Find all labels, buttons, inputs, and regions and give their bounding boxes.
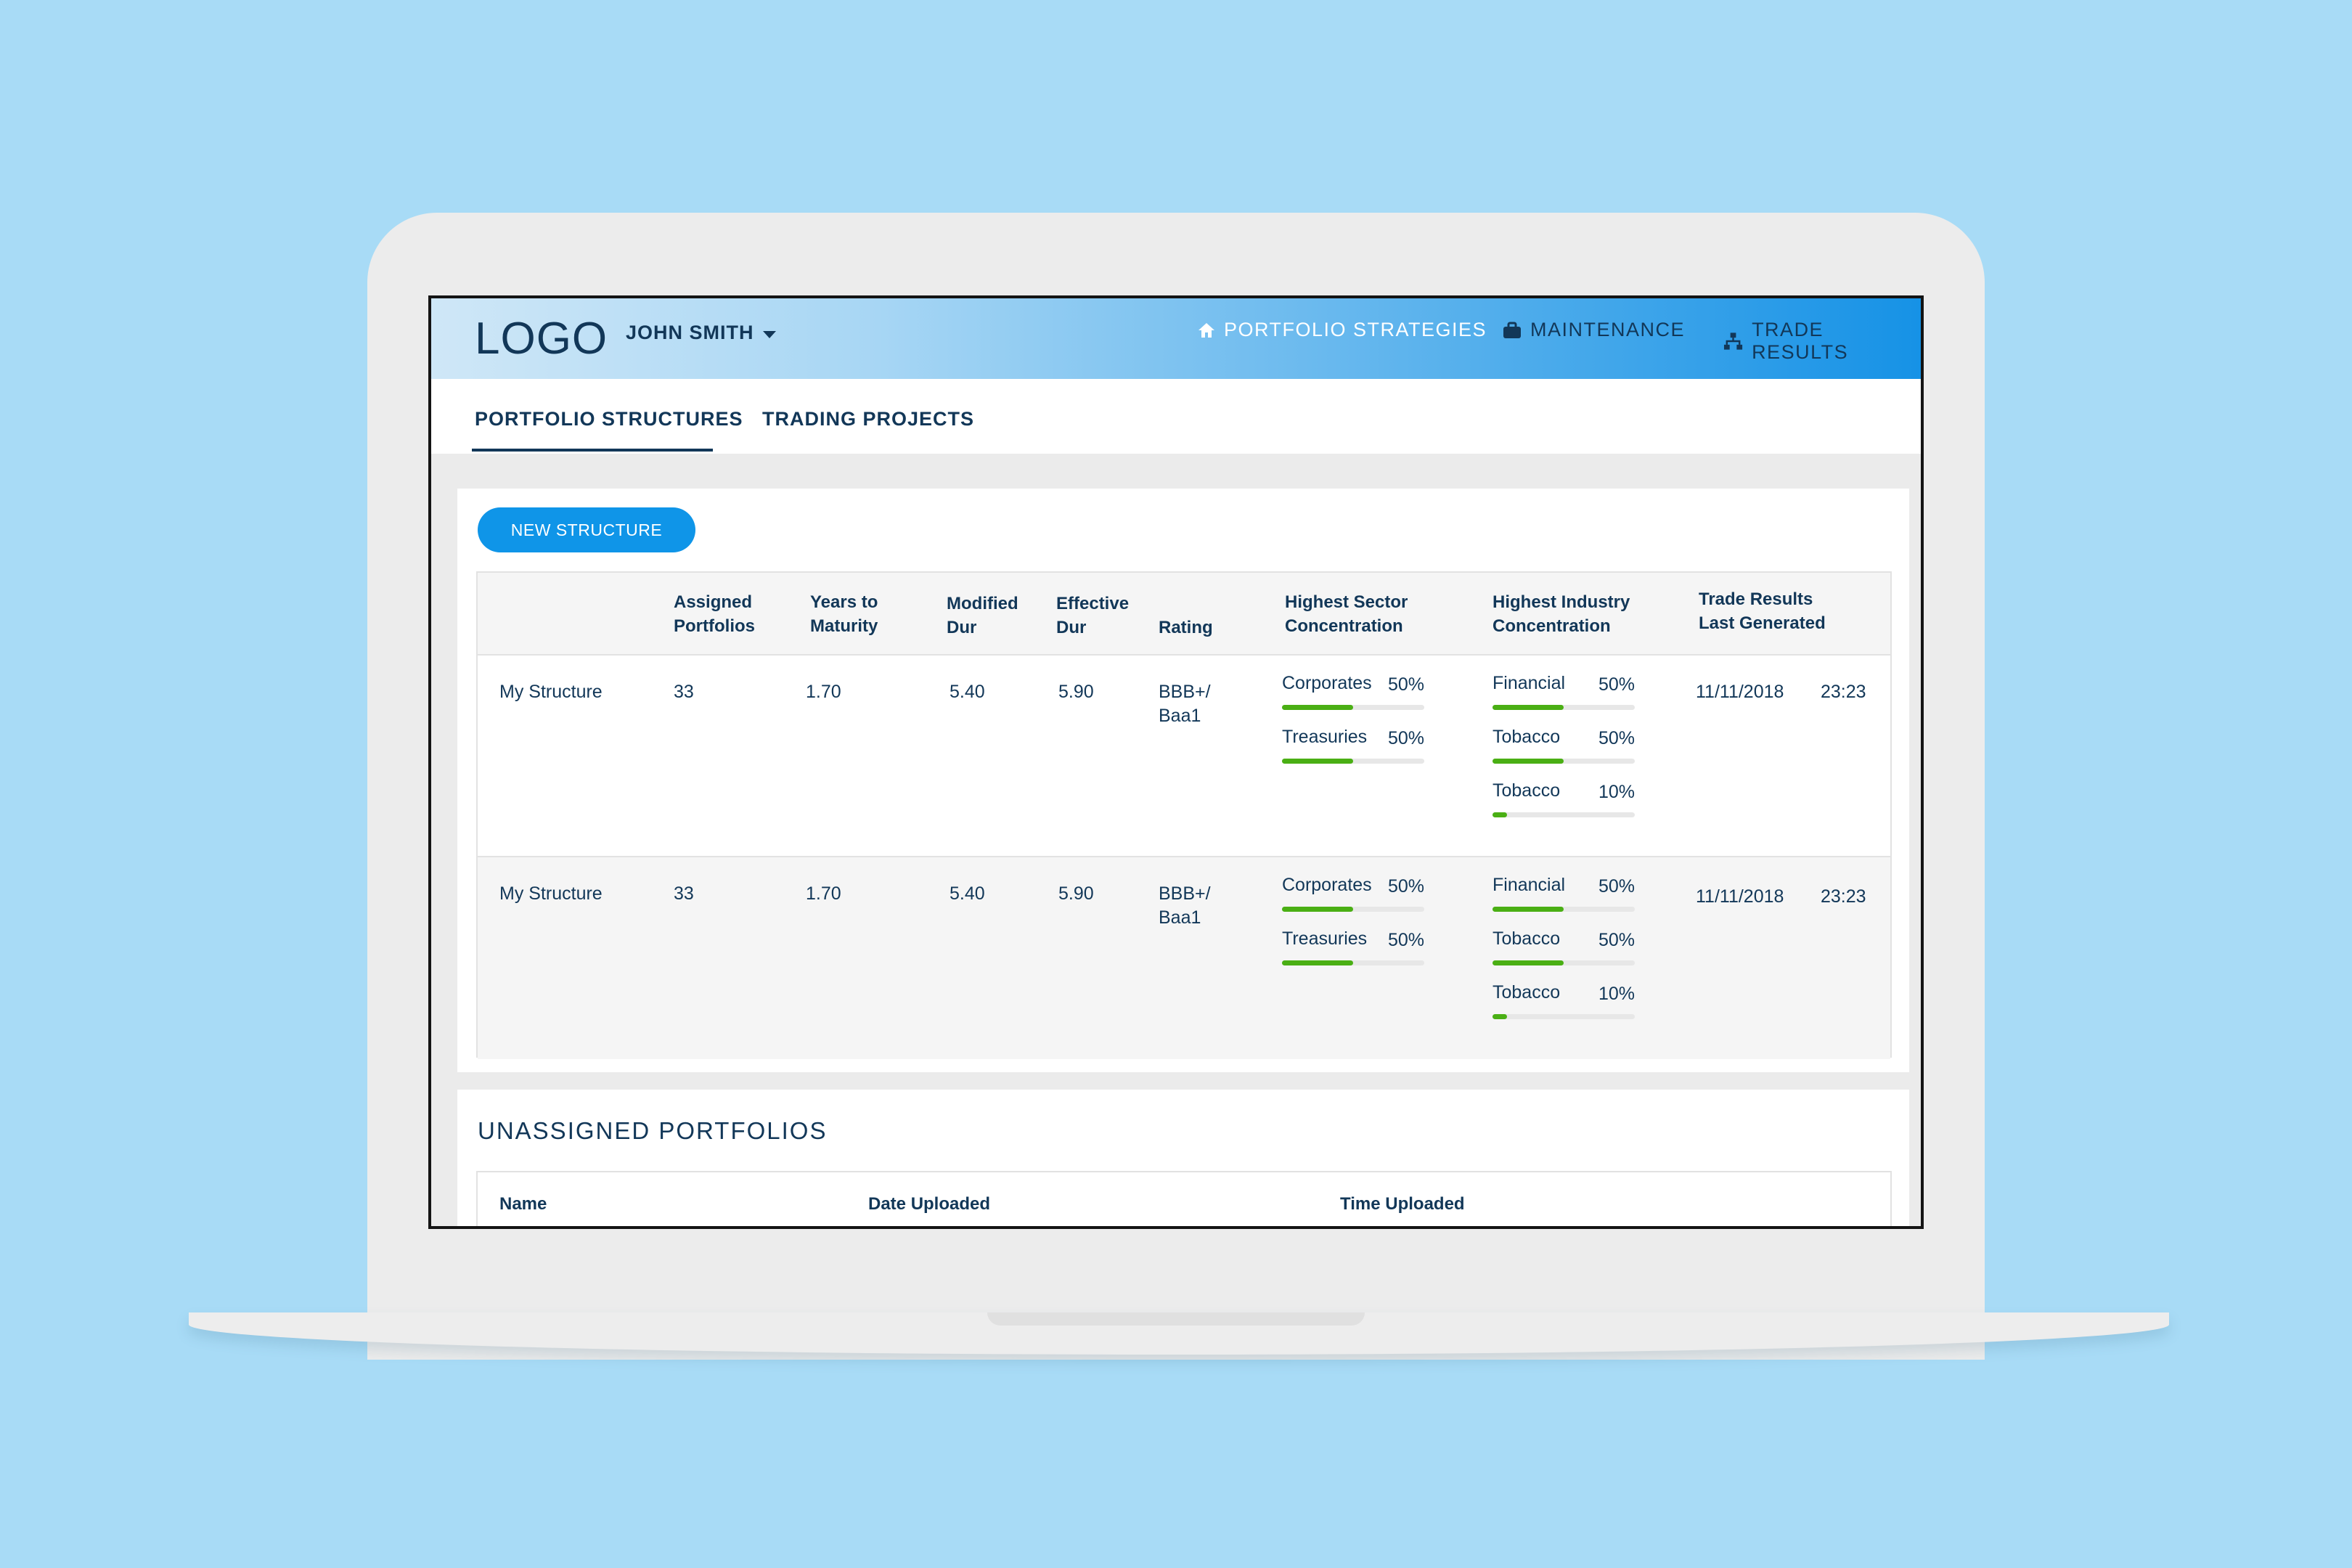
tab-trading-projects[interactable]: TRADING PROJECTS xyxy=(762,408,975,430)
meter-percent: 10% xyxy=(1598,782,1635,802)
table-row[interactable]: My Structure 33 1.70 5.40 5.90 BBB+/Baa1… xyxy=(478,656,1890,857)
structure-name[interactable]: My Structure xyxy=(499,883,603,904)
column-header-rating[interactable]: Rating xyxy=(1159,618,1213,637)
caret-down-icon xyxy=(762,330,776,338)
meter-track xyxy=(1282,907,1424,912)
meter-track xyxy=(1493,705,1635,710)
meter-fill xyxy=(1493,812,1507,817)
meter-label: Corporates xyxy=(1282,673,1372,693)
effective-duration: 5.90 xyxy=(1058,883,1094,904)
meter-percent: 50% xyxy=(1598,728,1635,748)
user-name: JOHN SMITH xyxy=(626,322,754,343)
meter-track xyxy=(1282,960,1424,965)
meter-track xyxy=(1493,812,1635,817)
meter-label: Tobacco xyxy=(1493,727,1561,747)
active-tab-indicator xyxy=(472,449,713,452)
new-structure-button[interactable]: NEW STRUCTURE xyxy=(478,507,695,552)
sitemap-icon xyxy=(1723,332,1743,350)
meter-fill xyxy=(1282,705,1353,710)
column-header-trade-results[interactable]: Trade Results Last Generated xyxy=(1699,589,1826,633)
user-menu[interactable]: JOHN SMITH xyxy=(626,322,776,344)
tab-portfolio-structures[interactable]: PORTFOLIO STRUCTURES xyxy=(475,408,743,430)
column-header-effective[interactable]: Effective Dur xyxy=(1056,594,1130,637)
nav-maintenance[interactable]: MAINTENANCE xyxy=(1503,319,1685,341)
nav-portfolio-strategies[interactable]: PORTFOLIO STRATEGIES xyxy=(1198,319,1487,341)
trade-results-date: 11/11/2018 xyxy=(1696,886,1784,907)
rating: BBB+/Baa1 xyxy=(1159,682,1211,726)
modified-duration: 5.40 xyxy=(950,883,985,904)
meter-fill xyxy=(1493,907,1564,912)
meter-track xyxy=(1493,960,1635,965)
top-navigation-bar: LOGO JOHN SMITH PORTFOLIO STRATEGIES MAI… xyxy=(431,298,1921,379)
briefcase-icon xyxy=(1503,322,1521,338)
meter-track xyxy=(1493,907,1635,912)
trade-results-time: 23:23 xyxy=(1821,682,1866,702)
unassigned-table: Name Date Uploaded Time Uploaded xyxy=(476,1171,1892,1226)
column-header-industry[interactable]: Highest Industry Concentration xyxy=(1493,592,1630,636)
unassigned-portfolios-card: UNASSIGNED PORTFOLIOS Name Date Uploaded… xyxy=(457,1090,1909,1226)
column-header-assigned[interactable]: Assigned Portfolios xyxy=(674,592,755,636)
trade-results-date: 11/11/2018 xyxy=(1696,682,1784,702)
meter-percent: 50% xyxy=(1598,930,1635,950)
effective-duration: 5.90 xyxy=(1058,682,1094,702)
tab-bar: PORTFOLIO STRUCTURES TRADING PROJECTS xyxy=(431,379,1921,454)
meter-track xyxy=(1493,759,1635,764)
meter-label: Financial xyxy=(1493,673,1566,693)
portfolio-structures-card: NEW STRUCTURE Assigned Portfolios Years t… xyxy=(457,489,1909,1072)
column-header-time-uploaded[interactable]: Time Uploaded xyxy=(1340,1194,1465,1214)
meter-fill xyxy=(1493,759,1564,764)
rating: BBB+/Baa1 xyxy=(1159,883,1211,928)
meter-fill xyxy=(1282,907,1353,912)
app-screen: LOGO JOHN SMITH PORTFOLIO STRATEGIES MAI… xyxy=(428,295,1924,1229)
nav-label: PORTFOLIO STRATEGIES xyxy=(1224,319,1487,340)
assigned-portfolios: 33 xyxy=(674,682,694,702)
meter-label: Corporates xyxy=(1282,875,1372,895)
section-title: UNASSIGNED PORTFOLIOS xyxy=(478,1117,828,1144)
assigned-portfolios: 33 xyxy=(674,883,694,904)
meter-percent: 50% xyxy=(1387,674,1424,695)
meter-percent: 10% xyxy=(1598,984,1635,1004)
modified-duration: 5.40 xyxy=(950,682,985,702)
column-header-sector[interactable]: Highest Sector Concentration xyxy=(1285,592,1408,636)
meter-label: Treasuries xyxy=(1282,727,1368,747)
meter-fill xyxy=(1493,705,1564,710)
home-icon xyxy=(1199,322,1214,338)
meter-fill xyxy=(1282,960,1353,965)
meter-percent: 50% xyxy=(1598,876,1635,897)
structures-table: Assigned Portfolios Years to Maturity Modi… xyxy=(476,571,1892,1059)
meter-percent: 50% xyxy=(1598,674,1635,695)
meter-track xyxy=(1282,705,1424,710)
nav-trade-results[interactable]: TRADE RESULTS xyxy=(1723,319,1921,364)
meter-percent: 50% xyxy=(1387,876,1424,897)
meter-percent: 50% xyxy=(1387,728,1424,748)
meter-track xyxy=(1282,759,1424,764)
meter-label: Tobacco xyxy=(1493,780,1561,801)
meter-fill xyxy=(1282,759,1353,764)
logo[interactable]: LOGO xyxy=(475,314,608,364)
meter-label: Tobacco xyxy=(1493,928,1561,949)
nav-label: MAINTENANCE xyxy=(1530,319,1686,340)
years-to-maturity: 1.70 xyxy=(806,883,841,904)
column-header-modified[interactable]: Modified Dur xyxy=(947,594,1018,637)
laptop-notch xyxy=(987,1312,1365,1326)
meter-fill xyxy=(1493,1014,1507,1019)
meter-label: Tobacco xyxy=(1493,982,1561,1003)
meter-label: Treasuries xyxy=(1282,928,1368,949)
meter-percent: 50% xyxy=(1387,930,1424,950)
meter-label: Financial xyxy=(1493,875,1566,895)
years-to-maturity: 1.70 xyxy=(806,682,841,702)
table-row[interactable]: My Structure 33 1.70 5.40 5.90 BBB+/Baa1… xyxy=(478,857,1890,1059)
meter-track xyxy=(1493,1014,1635,1019)
column-header-years[interactable]: Years to Maturity xyxy=(810,592,878,636)
trade-results-time: 23:23 xyxy=(1821,886,1866,907)
table-header: Assigned Portfolios Years to Maturity Modi… xyxy=(478,573,1890,656)
meter-fill xyxy=(1493,960,1564,965)
nav-label: TRADE RESULTS xyxy=(1752,319,1849,363)
column-header-date-uploaded[interactable]: Date Uploaded xyxy=(868,1194,991,1214)
column-header-name[interactable]: Name xyxy=(499,1194,547,1214)
structure-name[interactable]: My Structure xyxy=(499,682,603,702)
